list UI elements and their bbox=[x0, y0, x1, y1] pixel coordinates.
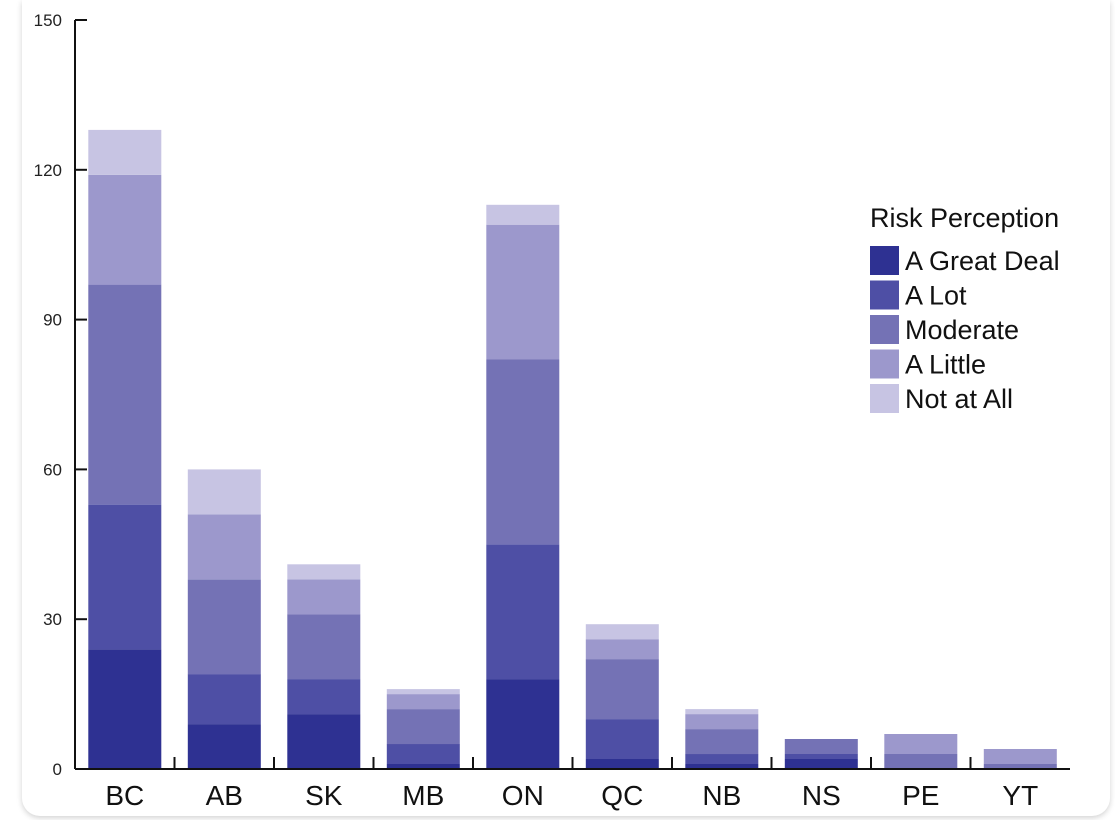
bar-qc-a-great-deal bbox=[585, 759, 659, 769]
x-tick-label: NS bbox=[802, 780, 841, 811]
legend-swatch-not-at-all bbox=[870, 384, 899, 413]
bar-on-a-lot bbox=[486, 544, 560, 680]
x-tick-label: NB bbox=[702, 780, 741, 811]
y-tick-label: 60 bbox=[43, 460, 62, 479]
bar-bc-not-at-all bbox=[88, 129, 162, 175]
bar-on-not-at-all bbox=[486, 204, 560, 225]
bar-ab-moderate bbox=[187, 579, 261, 675]
legend-swatch-moderate bbox=[870, 315, 899, 344]
bar-pe-a-little bbox=[884, 734, 958, 754]
bar-yt-moderate bbox=[983, 764, 1057, 769]
legend-swatch-a-little bbox=[870, 349, 899, 379]
bar-ns-a-lot bbox=[784, 754, 858, 759]
bar-yt-a-little bbox=[983, 749, 1057, 764]
x-tick-label: ON bbox=[502, 780, 544, 811]
bar-nb-a-little bbox=[685, 714, 759, 730]
x-tick-label: AB bbox=[206, 780, 243, 811]
bar-bc-a-lot bbox=[88, 504, 162, 650]
bar-nb-moderate bbox=[685, 729, 759, 755]
bar-on-a-great-deal bbox=[486, 679, 560, 769]
x-tick-label: BC bbox=[105, 780, 144, 811]
bar-nb-a-great-deal bbox=[685, 764, 759, 769]
bar-mb-moderate bbox=[386, 709, 460, 745]
legend-label: Not at All bbox=[905, 384, 1013, 414]
bar-on-moderate bbox=[486, 359, 560, 545]
x-tick-label: PE bbox=[902, 780, 939, 811]
bar-nb-not-at-all bbox=[685, 709, 759, 715]
x-tick-label: MB bbox=[402, 780, 444, 811]
bar-qc-moderate bbox=[585, 659, 659, 719]
bars-group bbox=[88, 129, 1057, 769]
bar-ab-a-great-deal bbox=[187, 724, 261, 769]
bar-sk-moderate bbox=[287, 614, 361, 680]
y-tick-label: 0 bbox=[53, 760, 62, 779]
bar-mb-not-at-all bbox=[386, 689, 460, 695]
axes-group: BC AB SK MB ON QC NB NS PE YT 0 30 60 90 120 150 bbox=[34, 11, 1070, 811]
bar-ab-a-lot bbox=[187, 674, 261, 724]
bar-sk-not-at-all bbox=[287, 564, 361, 580]
y-tick-label: 120 bbox=[34, 161, 62, 180]
legend-label: A Little bbox=[905, 350, 986, 380]
bar-bc-a-great-deal bbox=[88, 649, 162, 769]
bar-qc-not-at-all bbox=[585, 624, 659, 640]
bar-qc-a-lot bbox=[585, 719, 659, 759]
legend-label: A Great Deal bbox=[905, 246, 1060, 276]
bar-nb-a-lot bbox=[685, 754, 759, 764]
legend-label: A Lot bbox=[905, 281, 967, 311]
bar-pe-moderate bbox=[884, 754, 958, 769]
bar-mb-a-little bbox=[386, 694, 460, 710]
bar-sk-a-little bbox=[287, 579, 361, 615]
bar-ns-a-great-deal bbox=[784, 759, 858, 769]
bar-ns-moderate bbox=[784, 739, 858, 754]
x-tick-label: YT bbox=[1002, 780, 1038, 811]
bar-qc-a-little bbox=[585, 639, 659, 660]
legend-title: Risk Perception bbox=[870, 203, 1059, 233]
bar-bc-moderate bbox=[88, 284, 162, 505]
legend: Risk Perception A Great Deal A Lot Moderate… bbox=[870, 203, 1060, 414]
y-tick-label: 90 bbox=[43, 311, 62, 330]
bar-on-a-little bbox=[486, 224, 560, 360]
y-tick-label: 30 bbox=[43, 610, 62, 629]
bar-mb-a-lot bbox=[386, 744, 460, 764]
bar-ab-not-at-all bbox=[187, 469, 261, 515]
bar-mb-a-great-deal bbox=[386, 764, 460, 769]
x-tick-label: QC bbox=[601, 780, 643, 811]
bar-sk-a-lot bbox=[287, 679, 361, 715]
legend-swatch-a-great-deal bbox=[870, 246, 899, 275]
x-tick-label: SK bbox=[305, 780, 343, 811]
bar-sk-a-great-deal bbox=[287, 714, 361, 769]
y-tick-label: 150 bbox=[34, 11, 62, 30]
bar-ab-a-little bbox=[187, 514, 261, 580]
legend-label: Moderate bbox=[905, 315, 1019, 345]
legend-swatch-a-lot bbox=[870, 280, 899, 310]
bar-bc-a-little bbox=[88, 174, 162, 285]
